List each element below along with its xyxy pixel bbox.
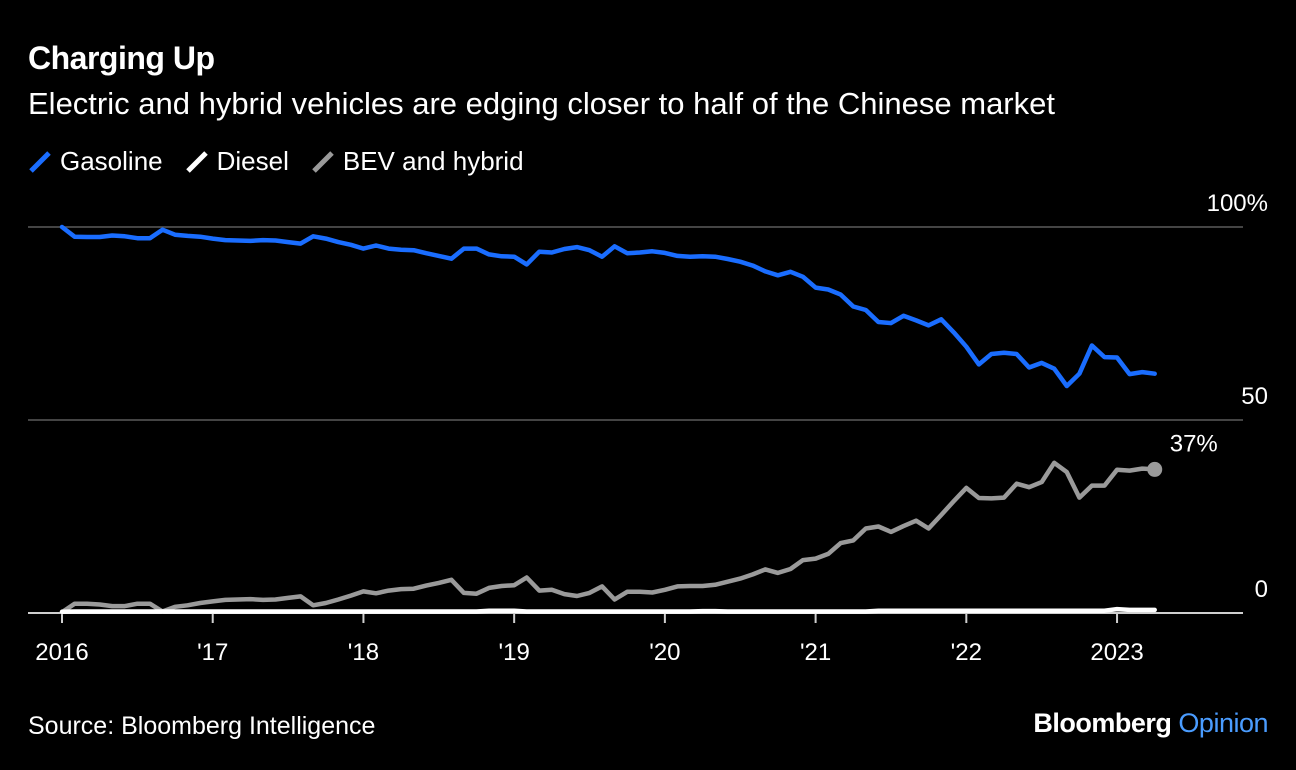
legend: Gasoline Diesel BEV and hybrid [28, 146, 546, 177]
legend-item-bev-hybrid: BEV and hybrid [311, 146, 524, 177]
brand-sub: Opinion [1178, 708, 1268, 738]
source-note: Source: Bloomberg Intelligence [28, 712, 376, 740]
y-tick-label: 100% [1207, 190, 1268, 217]
x-tick-label: 2023 [1090, 639, 1143, 666]
legend-item-diesel: Diesel [185, 146, 289, 177]
x-tick-label: '19 [499, 639, 530, 666]
series-line-gasoline [59, 224, 1157, 389]
x-tick-label: 2016 [35, 639, 88, 666]
y-tick-label: 0 [1255, 576, 1268, 603]
chart-title: Charging Up [28, 40, 215, 76]
series-line-bev-and-hybrid [59, 460, 1157, 615]
series-layer [59, 224, 1157, 615]
x-tick-label: '17 [197, 639, 228, 666]
end-point-marker [1147, 461, 1163, 477]
legend-label-bev-hybrid: BEV and hybrid [342, 146, 524, 176]
x-tick-label: '20 [649, 639, 680, 666]
end-point-label: 37% [1170, 430, 1218, 457]
bev-hybrid-swatch-icon [312, 150, 334, 173]
diesel-swatch-icon [185, 150, 208, 173]
brand-logo: Bloomberg Opinion [1033, 708, 1268, 739]
gasoline-swatch-icon [29, 150, 51, 173]
brand-main: Bloomberg [1033, 708, 1172, 738]
legend-label-gasoline: Gasoline [60, 146, 163, 176]
x-tick-label: '22 [951, 639, 982, 666]
grid-layer [28, 226, 1243, 623]
x-tick-label: '18 [348, 639, 379, 666]
chart-subtitle: Electric and hybrid vehicles are edging … [28, 86, 1055, 121]
x-tick-label: '21 [800, 639, 831, 666]
legend-item-gasoline: Gasoline [28, 146, 163, 177]
legend-label-diesel: Diesel [216, 146, 289, 176]
label-layer: 100% 50 0 2016 '17 '18 '19 '20 '21 '22 2023 37% [35, 190, 1268, 666]
y-tick-label: 50 [1241, 383, 1268, 410]
series-line-diesel [59, 606, 1157, 615]
